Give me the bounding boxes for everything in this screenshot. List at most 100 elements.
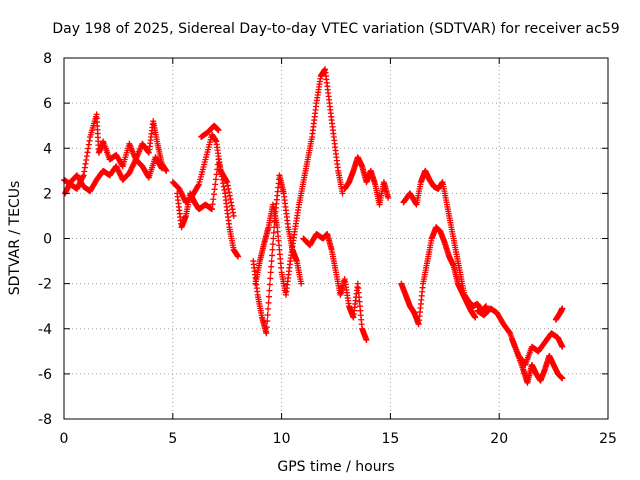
data-point-fill [209, 201, 216, 208]
data-point-fill [266, 281, 273, 288]
data-point-fill [264, 311, 271, 318]
data-point-fill [269, 241, 276, 248]
series-track-g [252, 66, 346, 298]
data-point [267, 269, 274, 276]
data-point [298, 280, 305, 287]
data-point-fill [268, 258, 275, 265]
y-tick-label: 4 [43, 141, 52, 157]
series-track-m [509, 330, 566, 368]
series-track-j [398, 224, 479, 328]
data-point-fill [220, 180, 227, 187]
data-point [163, 167, 170, 174]
y-tick-label: -4 [38, 322, 52, 338]
data-point-fill [212, 181, 219, 188]
x-axis-label: GPS time / hours [277, 459, 394, 475]
data-point [559, 305, 566, 312]
data-point-fill [86, 137, 93, 144]
data-point-fill [227, 196, 234, 203]
data-point [559, 375, 566, 382]
axis-ticks [63, 57, 609, 420]
data-point-fill [269, 252, 276, 259]
data-point [363, 337, 370, 344]
series-track-e [198, 122, 222, 140]
data-point-fill [268, 263, 275, 270]
data-point-fill [82, 160, 89, 167]
data-point-fill [270, 235, 277, 242]
x-tick-label: 25 [599, 431, 617, 447]
data-point-fill [210, 191, 217, 198]
data-point-fill [228, 202, 235, 209]
x-tick-label: 10 [273, 431, 291, 447]
data-point-fill [225, 185, 232, 192]
x-tick-label: 0 [60, 431, 69, 447]
series-track-h [300, 230, 370, 344]
data-point [472, 314, 479, 321]
series-track-n [552, 305, 566, 323]
x-tick-label: 20 [490, 431, 508, 447]
data-point-fill [81, 164, 88, 171]
data-point [208, 206, 215, 213]
data-point-fill [83, 156, 90, 163]
data-point-fill [213, 171, 220, 178]
data-point-fill [270, 229, 277, 236]
series-track-i [341, 154, 392, 208]
data-point-fill [228, 199, 235, 206]
data-point-fill [265, 305, 272, 312]
data-point-fill [211, 186, 218, 193]
data-point-fill [265, 293, 272, 300]
data-point-fill [224, 182, 231, 189]
tick-labels: 0 5 10 15 20 25 -8 -6 -4 -2 0 2 4 6 8 [38, 51, 617, 447]
series-track-b [62, 154, 165, 197]
data-point [158, 165, 165, 172]
series-track-c [174, 156, 242, 260]
data-point-fill [506, 329, 513, 336]
y-tick-label: -2 [38, 277, 52, 293]
data-point-fill [195, 182, 202, 189]
data-point-fill [267, 275, 274, 282]
data-point-fill [266, 287, 273, 294]
data-point-fill [230, 209, 237, 216]
y-tick-label: -8 [38, 412, 52, 428]
y-tick-label: 6 [43, 96, 52, 112]
data-point [483, 303, 490, 310]
data-point-fill [221, 186, 228, 193]
data-marks [61, 66, 566, 386]
data-point-fill [264, 318, 271, 325]
data-point [80, 172, 87, 179]
y-tick-label: 0 [43, 232, 52, 248]
data-point [385, 194, 392, 201]
data-point [215, 127, 222, 134]
y-tick-label: -6 [38, 367, 52, 383]
data-point-fill [210, 196, 217, 203]
x-tick-label: 5 [168, 431, 177, 447]
data-point-fill [265, 299, 272, 306]
data-point-fill [269, 246, 276, 253]
data-point [263, 330, 270, 337]
data-point [559, 343, 566, 350]
data-point-fill [119, 162, 126, 169]
data-point [235, 253, 242, 260]
series-track-d [169, 131, 237, 219]
chart-title: Day 198 of 2025, Sidereal Day-to-day VTE… [52, 21, 619, 37]
data-point-fill [84, 149, 91, 156]
data-point [230, 212, 237, 219]
data-point-fill [81, 168, 88, 175]
data-point-fill [85, 141, 92, 148]
data-point-fill [226, 189, 233, 196]
data-point-fill [83, 153, 90, 160]
data-point [224, 179, 231, 186]
y-axis-label: SDTVAR / TECUs [7, 181, 23, 296]
y-tick-label: 2 [43, 186, 52, 202]
y-tick-label: 8 [43, 51, 52, 67]
data-point-fill [223, 177, 230, 184]
data-point-fill [158, 164, 165, 171]
data-point-fill [85, 145, 92, 152]
data-point-fill [212, 176, 219, 183]
data-point-fill [220, 183, 227, 190]
data-point [339, 190, 346, 197]
data-point-fill [226, 192, 233, 199]
data-point-fill [229, 206, 236, 213]
data-point-fill [263, 324, 270, 331]
data-point-fill [412, 200, 419, 207]
